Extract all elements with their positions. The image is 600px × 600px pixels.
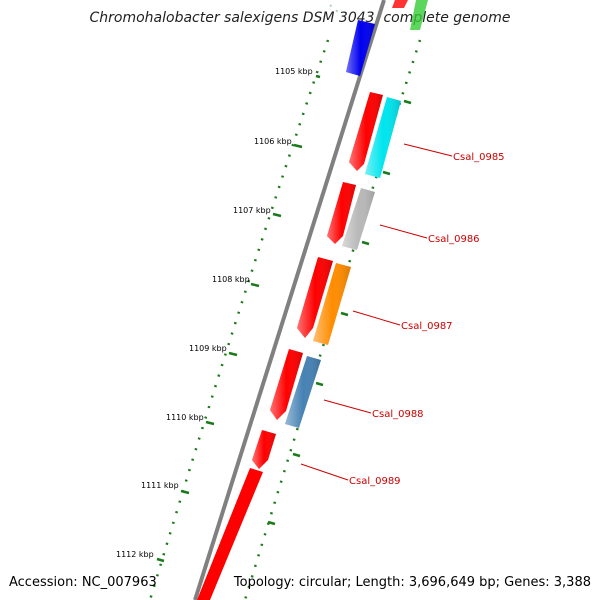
genome-backbone: [193, 0, 386, 600]
topology-text: Topology: circular; Length: 3,696,649 bp…: [233, 575, 591, 590]
scale-dotted-ring: [148, 39, 330, 600]
tick-label: 1105 kbp: [275, 67, 313, 76]
tick-label: 1107 kbp: [233, 206, 271, 215]
kbp-labels: 1105 kbp 1106 kbp 1107 kbp 1108 kbp 1109…: [116, 67, 313, 559]
genome-title: Chromohalobacter salexigens DSM 3043, co…: [89, 10, 511, 26]
gene-label-csal-0987: Csal_0987: [401, 321, 453, 332]
gene-label-csal-0989: Csal_0989: [349, 476, 401, 487]
accession-text: Accession: NC_007963: [9, 575, 157, 590]
gene-label-csal-0988: Csal_0988: [372, 409, 424, 420]
gene-label-csal-0985: Csal_0985: [453, 152, 505, 163]
scale-ticks: [156, 74, 321, 563]
tick-label: 1112 kbp: [116, 550, 154, 559]
gene-labels: Csal_0985 Csal_0986 Csal_0987 Csal_0988 …: [349, 152, 505, 487]
tick-label: 1108 kbp: [212, 275, 250, 284]
tick-label: 1109 kbp: [189, 344, 227, 353]
gene-label-csal-0986: Csal_0986: [428, 234, 480, 245]
faded-top-tracks: [329, 4, 339, 13]
tick-label: 1106 kbp: [254, 137, 292, 146]
tick-label: 1110 kbp: [166, 413, 204, 422]
forward-genes: [197, 92, 383, 600]
top-partial-genes: [392, 0, 428, 30]
tick-label: 1111 kbp: [141, 481, 179, 490]
inner-ticks: [267, 99, 412, 526]
leader-lines: [300, 143, 453, 481]
